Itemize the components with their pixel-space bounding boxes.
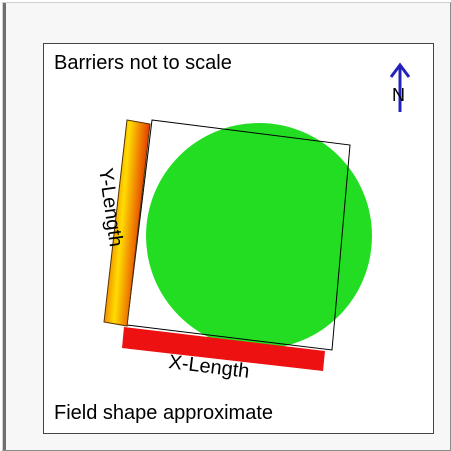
field-shape [146, 123, 372, 349]
top-caption: Barriers not to scale [54, 52, 232, 74]
bottom-caption: Field shape approximate [54, 402, 274, 424]
frame-left-edge [3, 3, 6, 450]
field-diagram: Y-Length X-Length N [94, 62, 411, 383]
x-length-barrier [122, 327, 325, 371]
y-length-barrier [103, 119, 151, 327]
diagram-panel: Barriers not to scale Y-Length X-Length [43, 43, 434, 434]
north-label: N [392, 85, 405, 105]
north-arrow-icon [389, 62, 411, 112]
